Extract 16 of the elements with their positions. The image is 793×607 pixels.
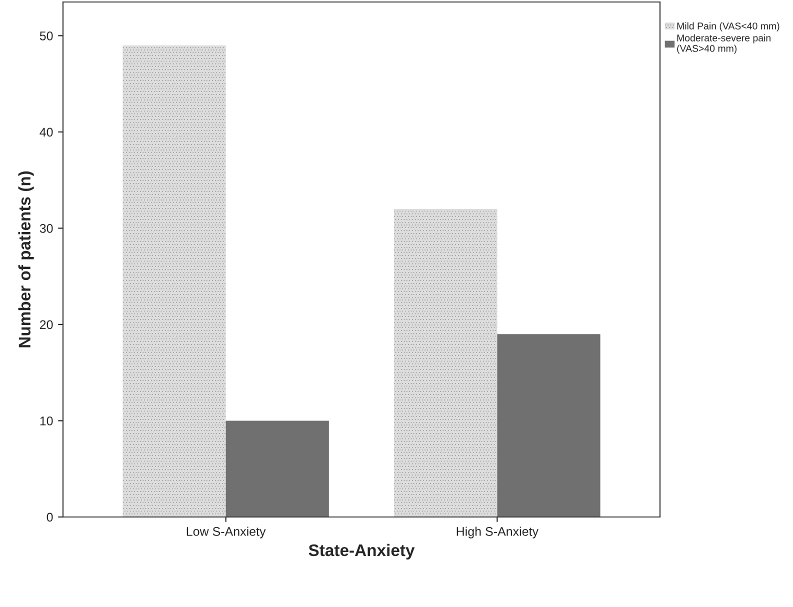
bar [394,208,498,517]
legend-label: Mild Pain (VAS<40 mm) [677,22,780,32]
x-axis-title: State-Anxiety [308,544,415,560]
bar [226,420,329,517]
y-tick-label: 20 [40,320,53,330]
x-tick-label: High S-Anxiety [456,526,538,538]
bar [122,45,226,517]
y-tick-label: 50 [40,31,53,40]
legend-label: Moderate-severe pain (VAS>40 mm) [677,34,770,54]
y-tick-label: 40 [40,128,53,137]
x-tick-label: Low S-Anxiety [186,526,266,538]
y-axis-title: Number of patients (n) [18,171,34,348]
y-tick-label: 30 [40,224,53,233]
y-tick-label: 10 [40,416,53,426]
bar [497,334,600,517]
y-tick-label: 0 [46,512,53,522]
